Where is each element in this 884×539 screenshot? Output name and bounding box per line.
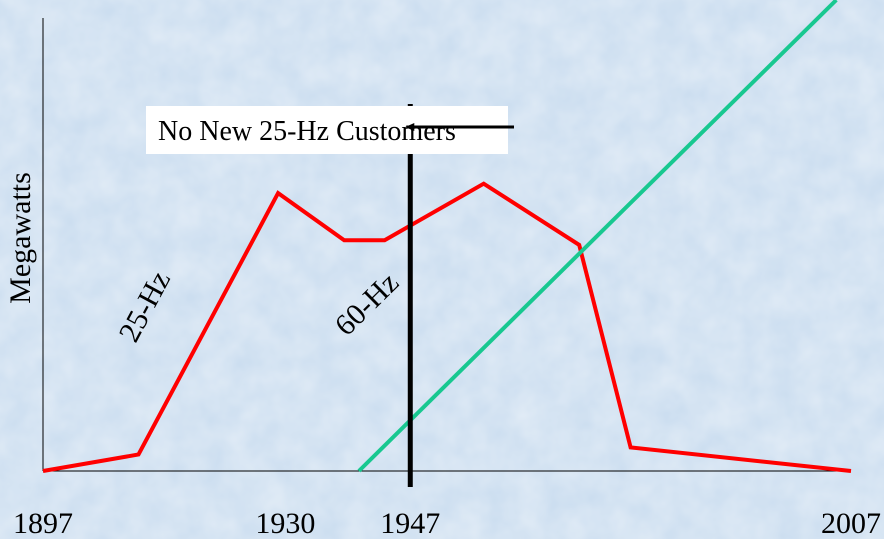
series-line-25-hz <box>42 181 852 473</box>
callout-box <box>146 106 508 154</box>
x-tick-label-1947: 1947 <box>380 507 440 539</box>
x-tick-label-1897: 1897 <box>13 507 73 539</box>
x-tick-label-2007: 2007 <box>821 507 881 539</box>
x-tick-label-1930: 1930 <box>255 507 315 539</box>
callout-text: No New 25-Hz Customers <box>158 116 456 147</box>
y-axis-label: Megawatts <box>4 172 37 304</box>
series-line-60-hz <box>357 0 838 473</box>
